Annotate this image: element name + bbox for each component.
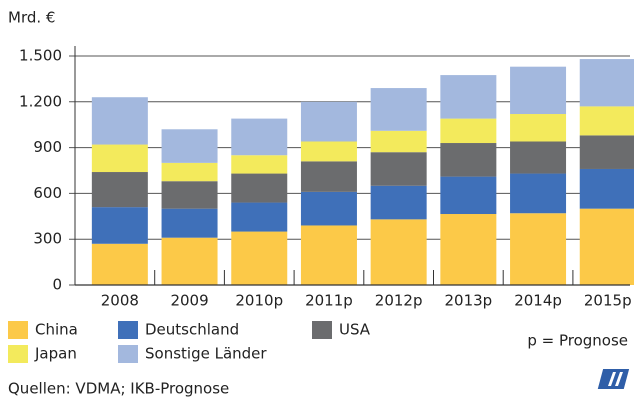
legend-label: Deutschland xyxy=(145,321,239,339)
bar-segment xyxy=(300,101,357,142)
y-tick-label: 900 xyxy=(33,138,62,156)
y-tick-label: 300 xyxy=(33,230,62,248)
x-tick-label: 2010p xyxy=(235,292,283,310)
bar-segment xyxy=(231,173,288,203)
bar-segment xyxy=(440,143,497,177)
bar-segment xyxy=(579,135,634,169)
bar-segment xyxy=(370,152,427,186)
x-tick-label: 2012p xyxy=(375,292,423,310)
bar-segment xyxy=(579,208,634,285)
y-tick-label: 0 xyxy=(52,276,62,294)
bar-segment xyxy=(300,225,357,285)
bar-segment xyxy=(161,208,218,238)
legend-swatch xyxy=(8,321,28,339)
bar-segment xyxy=(370,130,427,153)
bar-segment xyxy=(300,191,357,226)
x-tick-label: 2011p xyxy=(305,292,353,310)
legend-label: Japan xyxy=(34,345,77,363)
legend-label: USA xyxy=(339,321,371,339)
bar-segment xyxy=(440,75,497,119)
y-tick-label: 600 xyxy=(33,184,62,202)
bar-segment xyxy=(440,214,497,285)
bar-segment xyxy=(440,118,497,144)
bar-segment xyxy=(370,219,427,285)
x-tick-label: 2014p xyxy=(514,292,562,310)
bar-segment xyxy=(91,144,148,173)
bar-segment xyxy=(510,114,567,142)
bar-segment xyxy=(231,118,288,156)
bar-segment xyxy=(300,141,357,162)
bar-segment xyxy=(161,181,218,209)
legend-swatch xyxy=(8,345,28,363)
legend-swatch xyxy=(118,345,138,363)
bar-segment xyxy=(579,106,634,136)
bar-segment xyxy=(231,231,288,285)
bar-segment xyxy=(231,155,288,174)
bar-segment xyxy=(161,129,218,163)
x-tick-label: 2009 xyxy=(170,292,208,310)
bar-segment xyxy=(91,172,148,208)
source: Quellen: VDMA; IKB-Prognose xyxy=(8,380,229,398)
y-tick-label: 1.500 xyxy=(19,47,62,65)
y-axis-label: Mrd. € xyxy=(8,9,55,27)
bar-segment xyxy=(161,237,218,285)
legend-swatch xyxy=(118,321,138,339)
bar-segment xyxy=(91,207,148,244)
bar-segment xyxy=(510,66,567,115)
bar-segment xyxy=(91,97,148,145)
bar-segment xyxy=(161,162,218,182)
logo xyxy=(597,369,630,389)
bar-segment xyxy=(579,168,634,209)
bar-segment xyxy=(370,88,427,131)
x-tick-label: 2013p xyxy=(444,292,492,310)
bar-segment xyxy=(440,176,497,215)
y-tick-label: 1.200 xyxy=(19,92,62,110)
bar-segment xyxy=(300,161,357,192)
bar-segment xyxy=(510,213,567,285)
annotation: p = Prognose xyxy=(527,332,628,350)
x-tick-label: 2015p xyxy=(584,292,632,310)
bar-segment xyxy=(579,59,634,107)
legend-label: Sonstige Länder xyxy=(145,345,267,363)
bar-segment xyxy=(510,173,567,214)
bar-segment xyxy=(370,185,427,220)
legend-swatch xyxy=(312,321,332,339)
bar-segment xyxy=(510,141,567,174)
x-tick-label: 2008 xyxy=(101,292,139,310)
bar-segment xyxy=(231,202,288,232)
legend-label: China xyxy=(35,321,78,339)
bar-segment xyxy=(91,243,148,285)
